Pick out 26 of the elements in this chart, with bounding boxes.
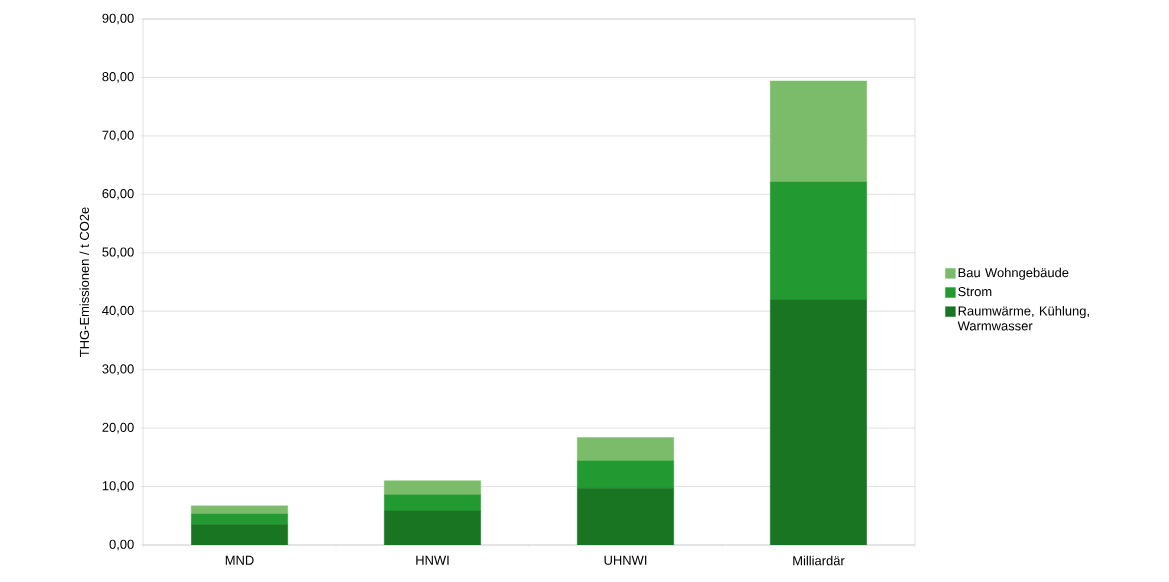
x-tick-label: UHNWI [604,555,647,565]
legend-label: Strom [958,287,992,297]
bar [191,505,288,515]
x-tick-label: MND [225,555,254,565]
y-tick-label: 40,00 [102,305,134,317]
y-tick-label: 80,00 [102,72,134,83]
y-tick-label: 90,00 [102,13,134,25]
bar [577,437,674,462]
bar [384,480,481,495]
x-tick-label: HNWI [416,555,449,565]
legend-label: Bau Wohngebäude [958,267,1069,280]
y-tick-label: 20,00 [102,422,134,434]
y-tick-label: 60,00 [102,188,134,200]
y-tick-label: 30,00 [102,364,134,376]
bar [770,80,867,183]
y-tick-label: 0,00 [109,539,134,551]
x-tick-label: Milliardär [793,555,845,566]
bar [191,513,288,525]
bar [770,181,867,301]
y-axis-title: THG-Emissionen / t CO2e [79,207,89,357]
y-tick-label: 10,00 [102,481,134,492]
y-tick-label: 50,00 [102,247,134,259]
bar [577,460,674,489]
legend-label: Raumwärme, Kühlung, Warmwasser [957,306,1089,331]
y-tick-label: 70,00 [102,130,134,142]
bar [384,494,481,512]
